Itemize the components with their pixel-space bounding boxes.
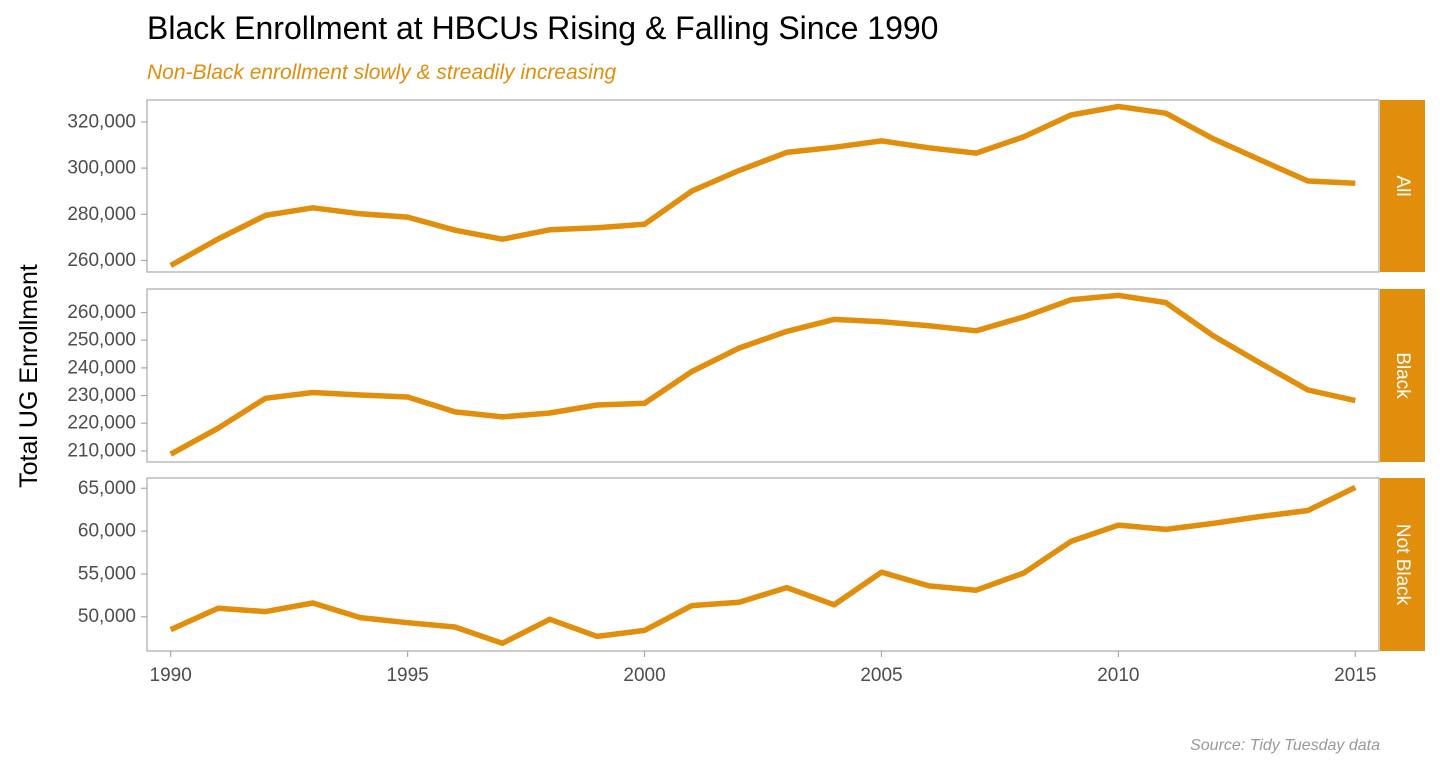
series-line-not-black <box>169 484 1357 647</box>
y-tick-label: 260,000 <box>67 250 136 271</box>
x-tick-label: 2005 <box>860 665 902 686</box>
y-tick-label: 50,000 <box>78 606 136 627</box>
y-tick-label: 230,000 <box>67 385 136 406</box>
panel-border <box>146 288 1380 463</box>
facet-strip-label: Not Black <box>1392 524 1413 606</box>
series-line-black <box>169 292 1356 457</box>
y-tick-label: 250,000 <box>67 330 136 351</box>
y-tick-label: 280,000 <box>67 204 136 225</box>
y-tick-label: 260,000 <box>67 302 136 323</box>
panel-black: Black 210,000 220,000 230,000 240,000 250,000… <box>67 288 1425 463</box>
x-axis: 1990 1995 2000 2005 2010 2015 <box>150 651 1376 686</box>
chart-title: Black Enrollment at HBCUs Rising & Falli… <box>147 10 938 46</box>
y-tick-label: 60,000 <box>78 521 136 542</box>
y-tick-label: 220,000 <box>67 413 136 434</box>
facet-strip <box>1380 100 1425 272</box>
x-tick-label: 1995 <box>386 665 428 686</box>
panel-all: All 260,000 280,000 300,000 320,000 <box>67 99 1425 273</box>
y-tick-label: 65,000 <box>78 478 136 499</box>
caption: Source: Tidy Tuesday data <box>1190 737 1380 754</box>
y-tick-label: 300,000 <box>67 158 136 179</box>
y-tick-label: 320,000 <box>67 111 136 132</box>
facet-panels: All 260,000 280,000 300,000 320,000 Black 210,… <box>67 99 1425 652</box>
facet-strip-label: All <box>1392 175 1413 196</box>
facet-strip-label: Black <box>1392 352 1413 399</box>
facet-strip <box>1380 289 1425 462</box>
x-tick-label: 1990 <box>150 665 192 686</box>
y-tick-label: 240,000 <box>67 357 136 378</box>
x-tick-label: 2010 <box>1097 665 1139 686</box>
x-tick-label: 2015 <box>1334 665 1376 686</box>
facet-strip <box>1380 478 1425 651</box>
panel-border <box>146 99 1380 273</box>
chart-subtitle: Non-Black enrollment slowly & streadily … <box>147 61 617 84</box>
series-line-all <box>169 103 1356 268</box>
y-tick-label: 210,000 <box>67 440 136 461</box>
panel-not-black: Not Black 50,000 55,000 60,000 65,000 <box>78 477 1425 652</box>
y-tick-label: 55,000 <box>78 563 136 584</box>
y-axis-title: Total UG Enrollment <box>15 264 43 488</box>
panel-border <box>146 477 1380 652</box>
x-tick-label: 2000 <box>623 665 665 686</box>
